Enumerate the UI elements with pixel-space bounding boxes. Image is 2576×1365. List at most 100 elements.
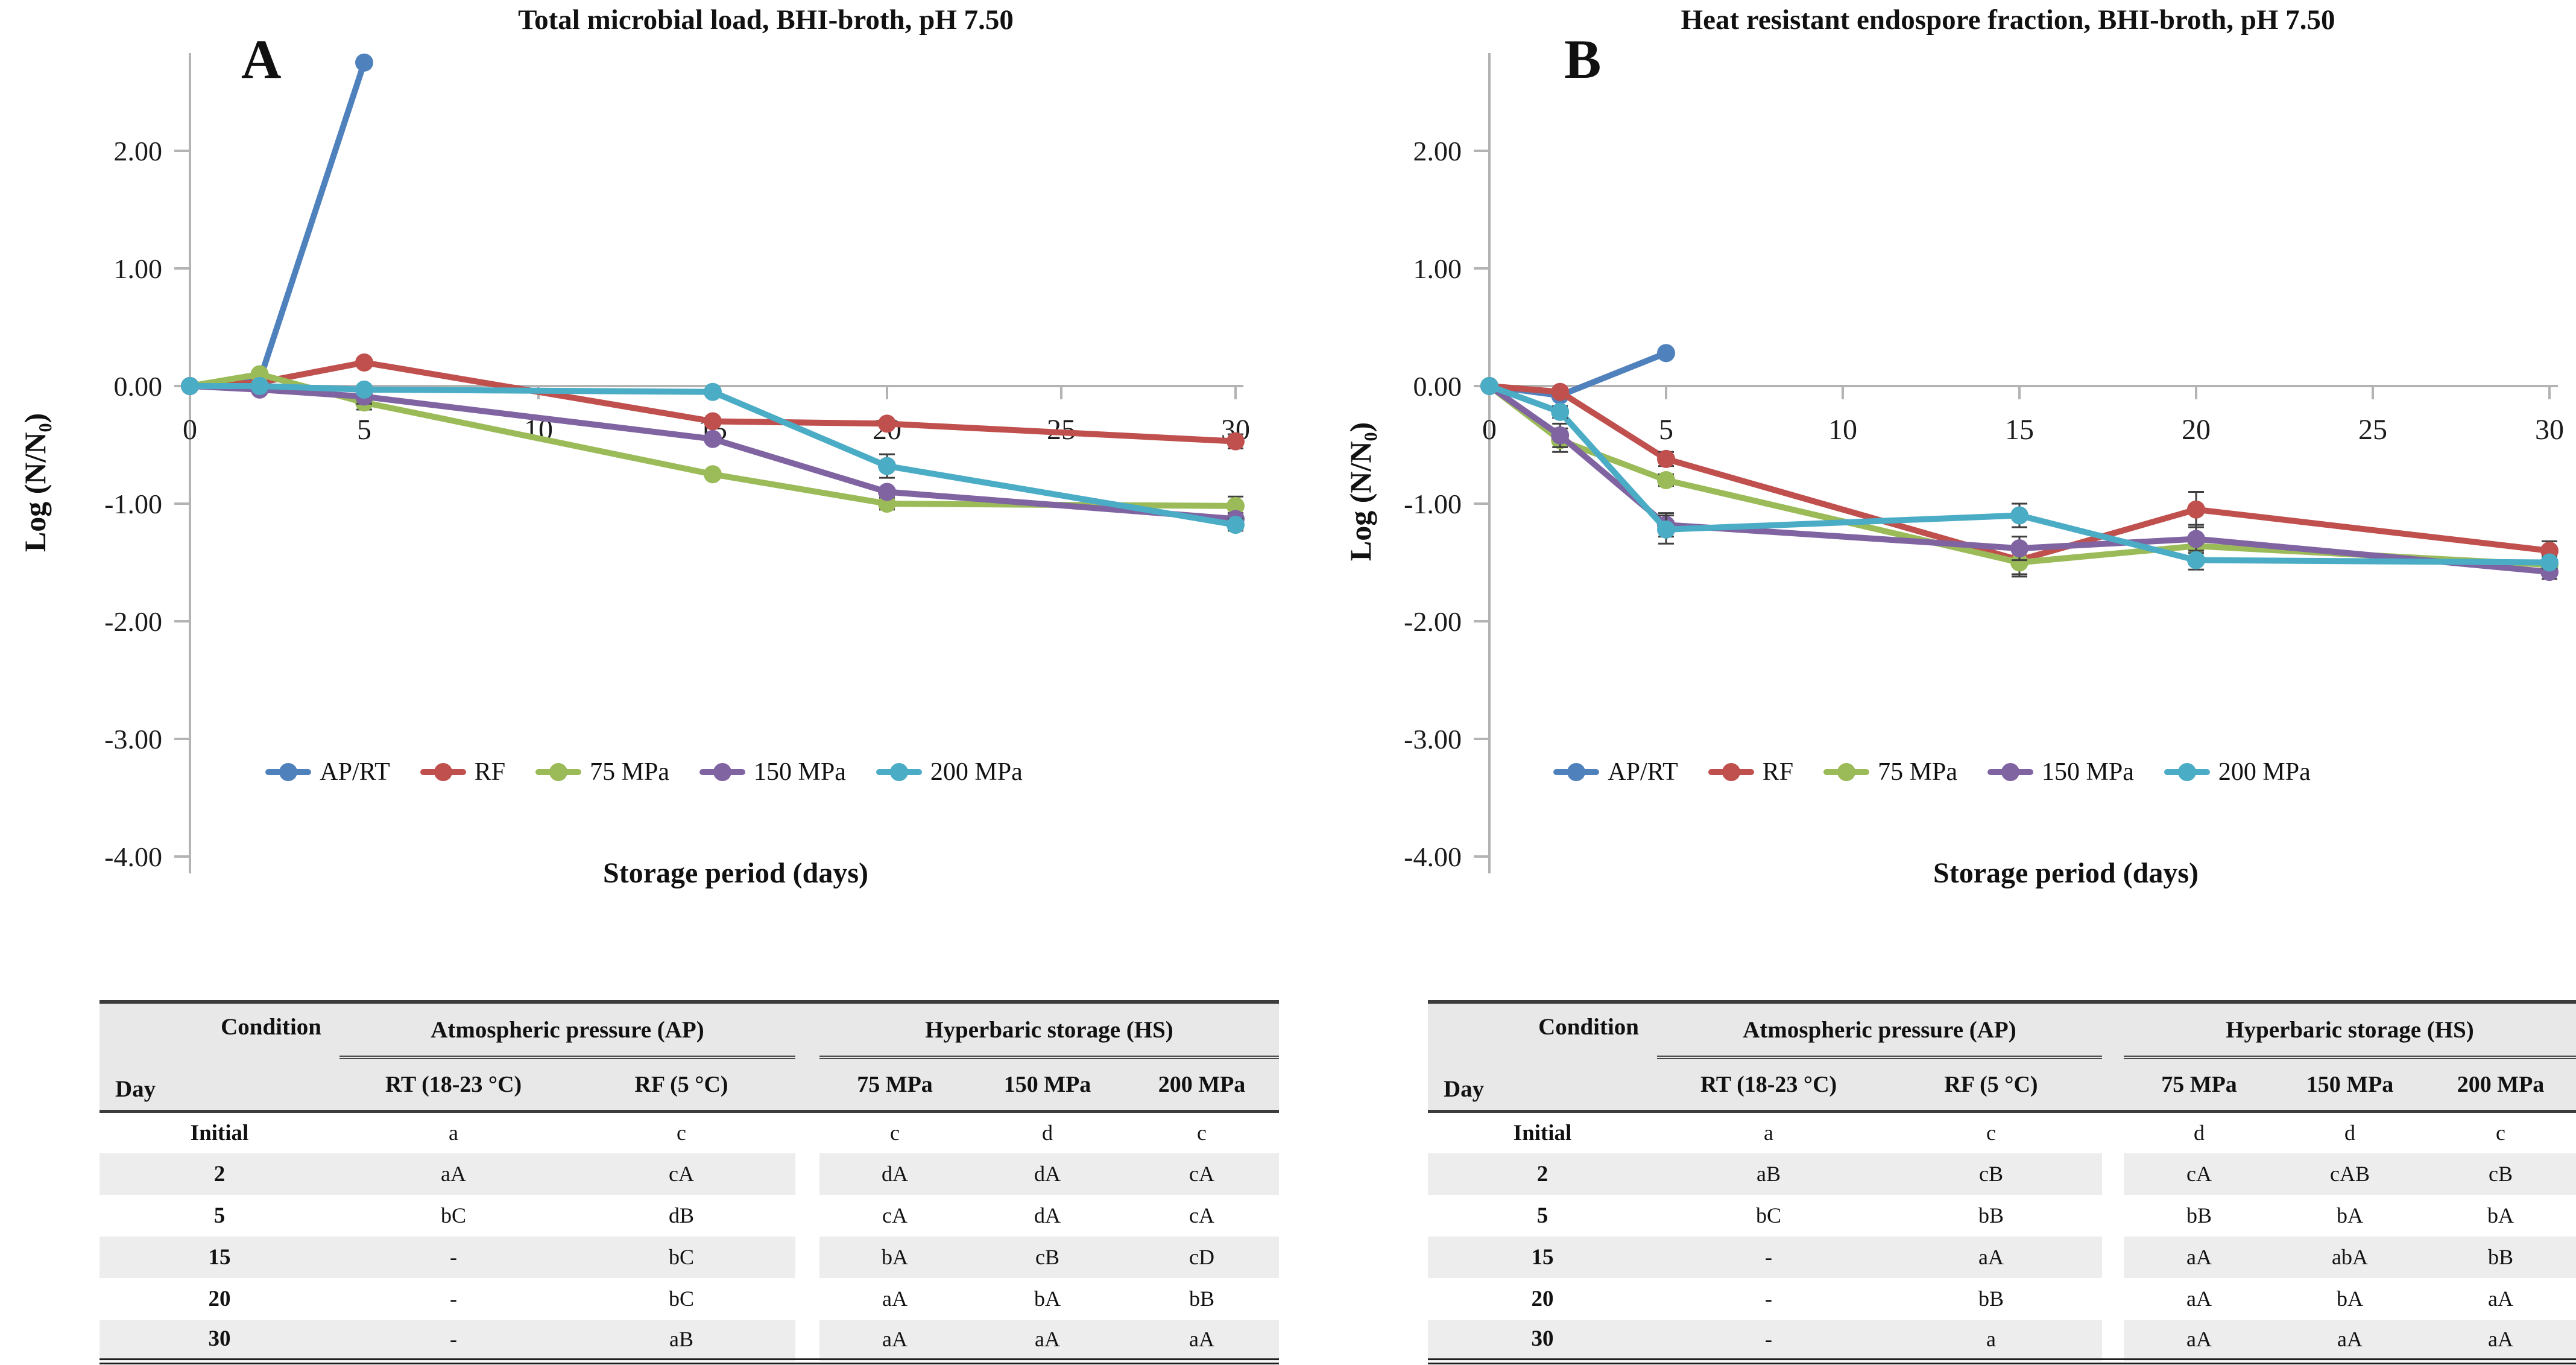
data-point-marker <box>250 377 269 395</box>
stat-cell: aA <box>2186 1287 2212 1311</box>
y-tick-label: 1.00 <box>114 253 163 284</box>
legend-label: AP/RT <box>1608 758 1678 786</box>
chart-b-title: Heat resistant endospore fraction, BHI-b… <box>1681 4 2335 36</box>
column-header-200-mpa: 200 MPa <box>1125 1057 1280 1113</box>
group-header-atmospheric-pressure: Atmospheric pressure (AP) <box>339 1002 795 1059</box>
stat-cell: aA <box>882 1287 908 1311</box>
legend-marker-icon <box>1708 769 1754 775</box>
x-tick-label: 15 <box>2005 414 2034 446</box>
stat-cell: - <box>339 1236 567 1278</box>
series-line <box>1486 383 2552 575</box>
series-200-mpa <box>1480 377 2559 572</box>
column-gap <box>2102 1002 2124 1113</box>
stat-cell: a <box>449 1121 458 1145</box>
data-point-marker <box>355 53 373 72</box>
column-gap <box>795 1319 819 1361</box>
table-row-day-5: 5 bC bB bB bA bA <box>1428 1194 2576 1237</box>
stat-cell: aB <box>567 1319 795 1361</box>
data-point-marker <box>2187 500 2205 519</box>
legend-item-150-mpa: 150 MPa <box>1987 758 2134 787</box>
table-row-day-30: 30- aB aA aA aA <box>99 1319 1280 1361</box>
x-tick-label: 5 <box>357 414 371 446</box>
day-label: 20 <box>208 1286 231 1311</box>
day-label: Initial <box>1513 1120 1572 1145</box>
column-header-150-mpa: 150 MPa <box>970 1057 1125 1113</box>
data-point-marker <box>1551 402 1570 421</box>
data-point-marker <box>1226 496 1245 515</box>
y-tick-label: 0.00 <box>1413 371 1462 402</box>
series-line <box>187 371 1239 509</box>
stat-cell: dB <box>668 1203 694 1227</box>
stat-cell: aA <box>2124 1319 2275 1361</box>
x-tick-label: 30 <box>2535 414 2564 446</box>
legend-label: 75 MPa <box>1878 758 1958 786</box>
stat-cell: aA <box>2488 1287 2513 1311</box>
corner-header-cell: Condition Day <box>99 1002 339 1113</box>
legend-label: 75 MPa <box>590 758 670 786</box>
column-gap <box>795 1153 819 1195</box>
series-line <box>1486 383 2552 566</box>
legend-marker-icon <box>1553 769 1600 775</box>
stats-table-a: Condition Day Atmospheric pressure (AP) Hyp… <box>99 1000 1280 1364</box>
panel-b: Heat resistant endospore fraction, BHI-b… <box>1288 0 2576 941</box>
corner-day-label: Day <box>1444 1076 1485 1102</box>
data-point-marker <box>1551 426 1570 445</box>
stat-cell: bA <box>2337 1287 2363 1311</box>
column-header-75-mpa: 75 MPa <box>2124 1057 2275 1113</box>
legend-item-200-mpa: 200 MPa <box>2164 758 2311 787</box>
group-header-hyperbaric-storage: Hyperbaric storage (HS) <box>2124 1002 2576 1059</box>
y-tick-label: -1.00 <box>1404 489 1462 519</box>
stat-cell: - <box>1765 1287 1772 1311</box>
column-gap <box>2102 1236 2124 1278</box>
data-point-marker <box>355 380 373 399</box>
stat-cell: bA <box>1034 1287 1061 1311</box>
column-gap <box>2102 1278 2124 1320</box>
stat-cell: aA <box>1125 1319 1280 1361</box>
legend-label: 200 MPa <box>2218 758 2311 786</box>
table-row-day-initial: Initial a c d d c <box>1428 1111 2576 1153</box>
stat-cell: c <box>2496 1121 2505 1145</box>
chart-b-plot: 2.00 1.00 0.00 -1.00 -2.00 -3.00 -4.00 0 5 10 15 20… <box>1404 53 2564 873</box>
legend-marker-icon <box>1823 769 1870 775</box>
stat-cell: dA <box>1034 1203 1061 1227</box>
stat-cell: bA <box>2337 1203 2363 1227</box>
stat-cell: - <box>339 1319 567 1361</box>
stat-cell: aA <box>339 1153 567 1195</box>
stat-cell: aA <box>970 1319 1125 1361</box>
y-tick-label: -2.00 <box>1404 606 1462 637</box>
column-gap <box>2102 1194 2124 1237</box>
column-header-rf-5-c: RF (5 °C) <box>1880 1057 2102 1113</box>
day-label: 15 <box>1428 1236 1657 1278</box>
data-point-marker <box>878 414 896 433</box>
corner-day-label: Day <box>115 1076 156 1102</box>
stat-cell: aA <box>2275 1319 2425 1361</box>
chart-b-x-axis-title: Storage period (days) <box>1933 857 2199 889</box>
data-point-marker <box>2010 506 2028 525</box>
stat-cell: aA <box>2425 1319 2576 1361</box>
data-point-marker <box>181 377 199 395</box>
column-header-200-mpa: 200 MPa <box>2425 1057 2576 1113</box>
x-tick-label: 25 <box>2358 414 2387 446</box>
legend-item-75-mpa: 75 MPa <box>535 758 669 787</box>
legend-label: 150 MPa <box>754 758 846 786</box>
stat-cell: c <box>677 1121 686 1145</box>
chart-b-legend: AP/RT RF 75 MPa 150 MPa 200 MPa <box>1288 758 2576 787</box>
y-tick-label: -4.00 <box>1404 841 1462 872</box>
stat-cell: cAB <box>2275 1153 2425 1195</box>
legend-item-200-mpa: 200 MPa <box>876 758 1023 787</box>
stat-cell: bA <box>2487 1203 2514 1227</box>
column-header-rt-18-23-c: RT (18-23 °C) <box>1657 1057 1880 1113</box>
day-label: 5 <box>213 1203 226 1228</box>
day-label: 20 <box>1531 1286 1554 1311</box>
chart-a-plot: 2.001.000.00-1.00-2.00-3.00-4.0005101520… <box>104 53 1250 873</box>
tick-labels: 2.001.000.00-1.00-2.00-3.00-4.0005101520… <box>104 136 1250 872</box>
x-tick-label: 5 <box>1659 414 1673 446</box>
day-label: 2 <box>99 1153 339 1195</box>
day-label: 15 <box>99 1236 339 1278</box>
y-tick-label: 2.00 <box>1413 136 1462 166</box>
chart-a-x-axis-title: Storage period (days) <box>603 857 868 889</box>
stat-cell: aA <box>819 1319 970 1361</box>
legend-marker-icon <box>699 769 746 775</box>
data-point-marker <box>2187 530 2205 548</box>
